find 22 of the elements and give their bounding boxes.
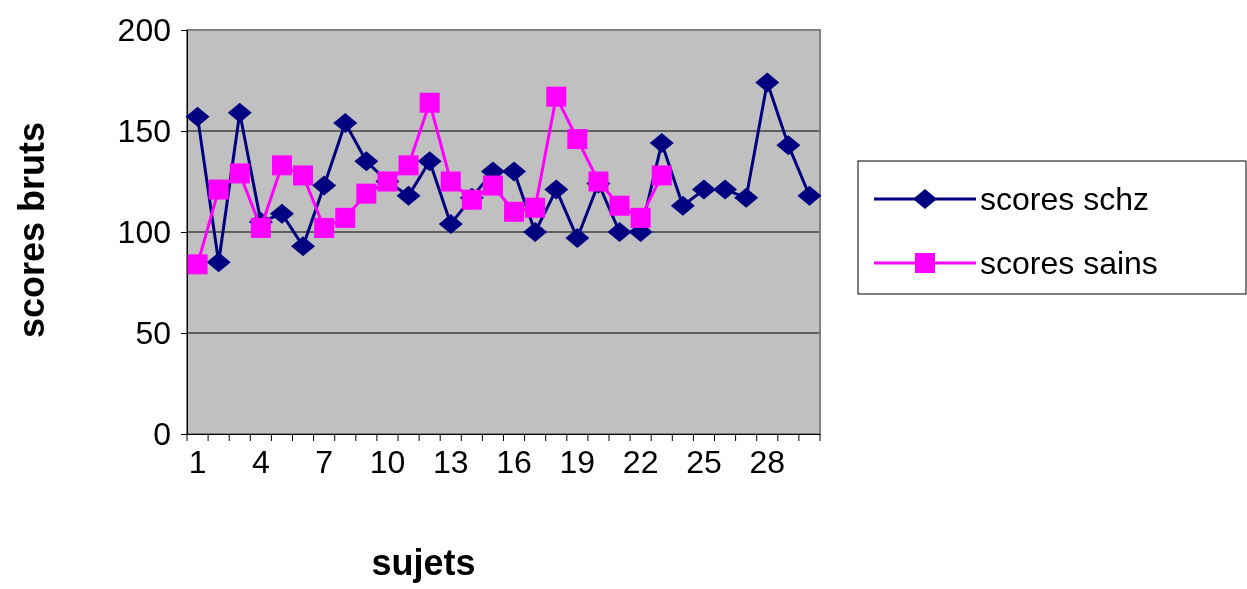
y-tick-label: 0 [153, 415, 171, 452]
point [187, 254, 208, 275]
x-tick-label: 7 [315, 443, 334, 480]
y-tick-label: 100 [117, 213, 171, 250]
x-tick-label: 4 [251, 443, 270, 480]
y-tick-label: 200 [117, 11, 171, 48]
x-tick-label: 19 [559, 443, 596, 480]
x-tick-label: 16 [496, 443, 532, 480]
legend-label: scores sains [980, 245, 1158, 281]
point [797, 185, 822, 206]
y-tick-label: 150 [117, 112, 171, 149]
x-tick-label: 22 [622, 443, 659, 480]
x-tick-label: 10 [369, 443, 406, 480]
x-tick-label: 25 [686, 443, 722, 480]
legend-label: scores schz [980, 181, 1149, 217]
x-axis-title: sujets [371, 542, 476, 583]
y-tick-label: 50 [135, 314, 171, 351]
point [651, 165, 672, 186]
y-axis-title: scores bruts [11, 121, 52, 339]
x-tick-label: 28 [749, 443, 786, 480]
x-tick-label: 1 [188, 443, 207, 480]
x-tick-label: 13 [432, 443, 469, 480]
